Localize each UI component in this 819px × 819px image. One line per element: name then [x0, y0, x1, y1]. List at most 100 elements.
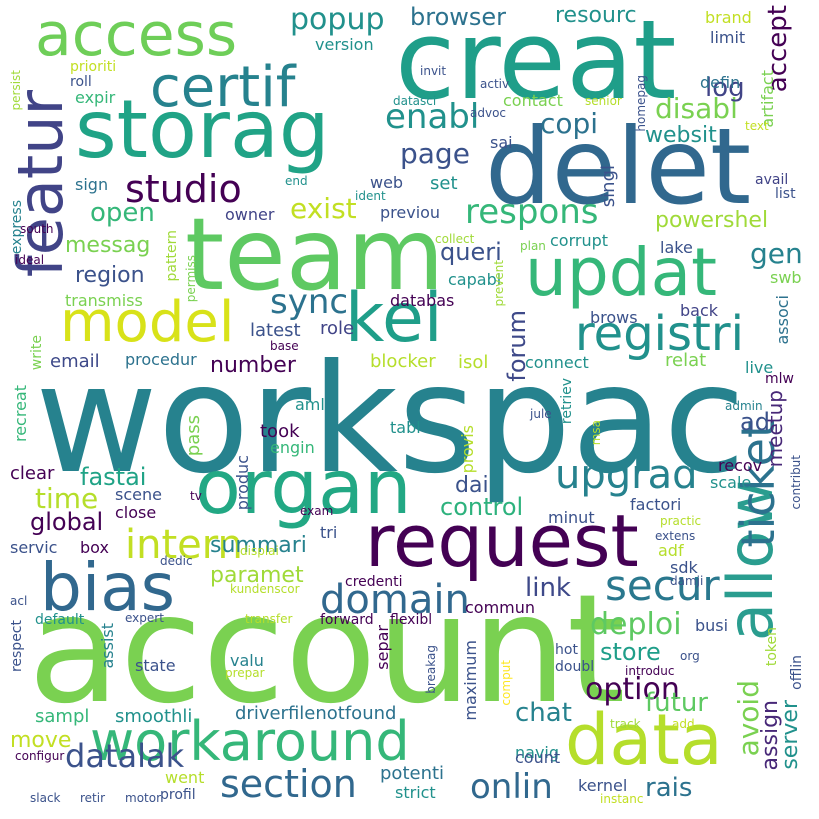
word-blocker: blocker	[370, 351, 436, 372]
word-brows: brows	[590, 308, 638, 327]
word-live: live	[745, 358, 774, 377]
word-model: model	[60, 290, 235, 355]
word-provis: provis	[458, 425, 477, 474]
word-admin: admin	[725, 399, 763, 413]
word-went: went	[165, 768, 205, 787]
word-workaround: workaround	[90, 710, 410, 773]
word-dedic: dedic	[160, 554, 193, 568]
word-tv: tv	[190, 489, 202, 503]
word-lake: lake	[660, 238, 693, 257]
word-roll: roll	[70, 74, 92, 90]
word-enabl: enabl	[385, 97, 480, 137]
word-brand: brand	[705, 8, 752, 27]
word-invit: invit	[420, 64, 447, 78]
word-practic: practic	[660, 514, 702, 528]
word-strict: strict	[395, 783, 436, 802]
word-account: account	[28, 563, 626, 737]
word-role: role	[320, 318, 355, 339]
word-back: back	[680, 301, 719, 320]
word-page: page	[400, 137, 470, 170]
word-contact: contact	[503, 91, 563, 110]
word-separ: separ	[373, 625, 392, 670]
word-maximum: maximum	[461, 640, 480, 721]
word-prepar: prepar	[225, 666, 265, 680]
word-adf: adf	[658, 541, 684, 560]
word-forward: forward	[320, 612, 374, 628]
word-introduc: introduc	[625, 664, 675, 678]
word-count: count	[515, 748, 561, 767]
word-creat: creat	[395, 0, 677, 124]
word-profil: profil	[160, 787, 196, 803]
word-acl: acl	[10, 594, 28, 608]
word-ident: ident	[355, 189, 386, 203]
word-motor: motor	[125, 791, 162, 805]
word-sai: sai	[490, 133, 513, 152]
word-datasci: datasci	[393, 94, 437, 108]
word-doubl: doubl	[555, 659, 595, 675]
word-kei: kei	[345, 279, 443, 358]
word-gen: gen	[750, 237, 803, 270]
word-onlin: onlin	[470, 767, 553, 807]
word-track: track	[610, 717, 641, 731]
word-option: option	[585, 672, 680, 707]
word-secur: secur	[605, 561, 720, 610]
word-token: token	[764, 627, 780, 667]
word-time: time	[35, 482, 99, 515]
word-updat: updat	[525, 234, 717, 311]
word-region: region	[75, 263, 145, 288]
word-base: base	[270, 339, 299, 353]
word-displai: displai	[240, 544, 279, 558]
word-tri: tri	[320, 523, 338, 542]
word-produc: produc	[233, 455, 252, 511]
word-factori: factori	[630, 495, 682, 514]
word-org: org	[680, 649, 700, 663]
word-queri: queri	[440, 238, 502, 266]
word-kernel: kernel	[578, 776, 628, 795]
word-sync: sync	[270, 282, 349, 322]
word-potenti: potenti	[380, 763, 445, 784]
word-aml: aml	[295, 395, 325, 414]
word-exist: exist	[290, 192, 357, 225]
word-scene: scene	[115, 485, 162, 504]
word-text: text	[745, 119, 769, 133]
word-procedur: procedur	[125, 350, 197, 369]
word-exam: exam	[300, 504, 334, 518]
word-server: server	[778, 700, 803, 770]
word-upgrad: upgrad	[555, 452, 698, 498]
word-open: open	[90, 198, 155, 228]
word-avail: avail	[755, 172, 789, 188]
word-deploi: deploi	[590, 607, 682, 642]
word-contribut: contribut	[789, 455, 803, 510]
word-configur: configur	[15, 749, 65, 763]
word-databas: databas	[390, 291, 455, 310]
word-move: move	[10, 728, 72, 753]
word-end: end	[285, 174, 308, 188]
word-flexibl: flexibl	[390, 612, 433, 628]
word-expir: expir	[75, 88, 116, 107]
word-browser: browser	[410, 3, 507, 31]
word-expert: expert	[125, 611, 164, 625]
word-jule: jule	[530, 407, 552, 421]
word-chat: chat	[515, 698, 572, 728]
word-set: set	[430, 173, 458, 194]
word-activ: activ	[480, 77, 510, 91]
word-clear: clear	[10, 463, 55, 484]
word-ad: ad	[740, 408, 770, 436]
word-mlw: mlw	[765, 371, 794, 387]
word-sdk: sdk	[670, 558, 698, 577]
word-valu: valu	[230, 651, 264, 670]
word-control: control	[440, 493, 524, 521]
word-organ: organ	[195, 443, 412, 531]
word-pattern: pattern	[164, 230, 180, 282]
word-engin: engin	[270, 438, 315, 457]
word-assist: assist	[98, 623, 117, 669]
word-capabl: capabl	[448, 270, 502, 289]
word-collect: collect	[435, 232, 475, 246]
word-homepag: homepag	[634, 75, 648, 132]
word-minut: minut	[548, 508, 595, 527]
word-offlin: offlin	[789, 655, 805, 690]
word-data: data	[565, 699, 723, 781]
word-retir: retir	[80, 791, 106, 805]
word-smoothli: smoothli	[115, 706, 193, 727]
word-previou: previou	[380, 203, 441, 222]
